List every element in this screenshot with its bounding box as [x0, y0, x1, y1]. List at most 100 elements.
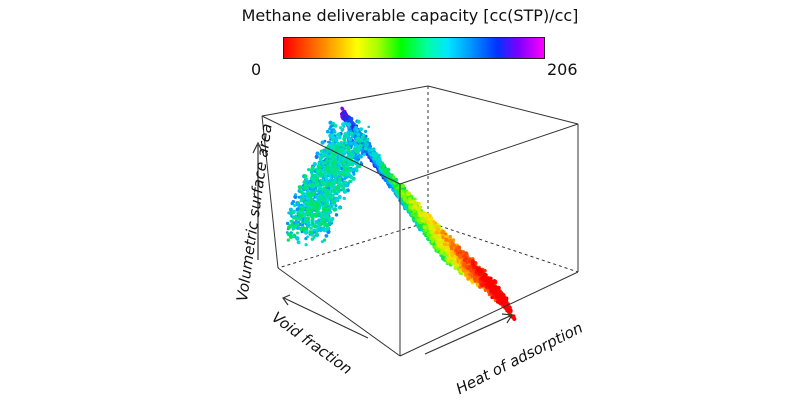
scatter-point	[325, 129, 330, 134]
scatter-point	[481, 282, 486, 286]
scatter-point	[329, 150, 333, 154]
scatter-point	[346, 122, 352, 127]
scatter-point	[461, 268, 467, 273]
scatter-point	[485, 278, 488, 282]
scatter-point	[328, 210, 333, 214]
scatter-point	[325, 163, 331, 168]
scatter-point	[312, 162, 317, 167]
scatter-point	[418, 223, 423, 228]
scatter-point	[331, 172, 335, 176]
scatter-point	[483, 269, 486, 272]
scatter-point	[329, 184, 334, 189]
scatter-point	[348, 118, 353, 123]
scatter-point	[348, 179, 352, 183]
scatter-point	[300, 221, 304, 224]
box-edge-hidden	[277, 221, 429, 269]
scatter-point	[301, 204, 305, 208]
scatter-point	[449, 244, 454, 249]
scatter-point	[357, 139, 361, 143]
scatter-point	[408, 197, 412, 201]
scatter-point	[322, 186, 327, 192]
scatter-point	[359, 161, 363, 164]
scatter-point	[340, 128, 344, 132]
scatter-point	[314, 214, 318, 218]
scatter-point	[334, 204, 338, 208]
scatter-point	[334, 138, 339, 143]
scatter-point	[302, 180, 307, 185]
scatter-point	[318, 187, 321, 191]
scatter-point	[356, 128, 359, 132]
scatter-point	[363, 146, 368, 151]
scatter-point	[322, 228, 327, 233]
scatter-point	[298, 217, 303, 222]
scatter-point	[324, 191, 330, 196]
scatter-point	[383, 169, 388, 174]
scatter-point	[385, 180, 390, 185]
scatter-point	[322, 219, 326, 223]
colorbar-max-label: 206	[547, 60, 578, 79]
scatter-point	[334, 180, 338, 184]
scatter-point	[328, 205, 332, 209]
scatter-point	[333, 124, 338, 128]
scatter-point	[314, 201, 318, 205]
scatter-point	[485, 282, 490, 287]
scatter-point	[305, 184, 310, 188]
scatter-point	[369, 159, 373, 163]
scatter-point	[348, 152, 353, 156]
data-points	[285, 106, 517, 322]
scatter-point	[326, 229, 331, 234]
scatter-point	[317, 218, 321, 222]
scatter-point	[487, 285, 492, 290]
scatter-point	[457, 245, 462, 250]
scatter-point	[413, 213, 418, 218]
scatter-point	[337, 145, 341, 148]
scatter-point	[295, 236, 299, 240]
scatter-point	[420, 219, 425, 223]
scatter-point	[340, 106, 344, 110]
scatter-point	[317, 203, 321, 207]
scatter-point	[346, 162, 351, 167]
scatter-point	[323, 203, 328, 208]
scatter-point	[333, 159, 337, 163]
scatter-point	[324, 176, 329, 181]
scatter-point	[425, 217, 429, 221]
scatter-point	[489, 281, 494, 286]
scatter-point	[419, 213, 424, 218]
scatter-point	[313, 225, 317, 229]
scatter-point	[336, 132, 341, 137]
scatter-point	[332, 200, 337, 205]
scatter-point	[435, 227, 441, 232]
scatter-point	[301, 226, 307, 231]
scatter-point	[337, 195, 342, 200]
scatter-point	[455, 263, 459, 267]
scatter-point	[438, 224, 441, 228]
scatter-point	[343, 172, 348, 176]
scatter-point	[306, 235, 309, 239]
y-axis-arrow	[283, 297, 369, 339]
scatter-point	[422, 213, 428, 218]
scatter-point	[294, 193, 297, 196]
scatter-point	[352, 122, 356, 126]
scatter-point	[428, 223, 433, 228]
scatter-point	[380, 165, 384, 169]
box-edge	[261, 115, 279, 269]
scatter-point	[505, 308, 509, 312]
scatter-point	[351, 176, 356, 181]
scatter-point	[494, 287, 498, 291]
scatter-point	[458, 253, 462, 257]
scatter-point	[340, 143, 345, 148]
scatter-point	[297, 225, 300, 229]
scatter-point	[334, 213, 339, 217]
scatter-point	[296, 231, 299, 235]
scatter-point	[331, 121, 335, 126]
scatter-point	[296, 212, 300, 216]
scatter-point	[320, 164, 325, 169]
scatter-point	[508, 308, 513, 313]
scatter-point	[438, 233, 442, 238]
scatter-point	[334, 152, 338, 157]
scatter-point	[329, 191, 333, 195]
scatter-point	[322, 198, 327, 202]
scatter-point	[287, 211, 291, 215]
scatter-point	[444, 237, 449, 242]
